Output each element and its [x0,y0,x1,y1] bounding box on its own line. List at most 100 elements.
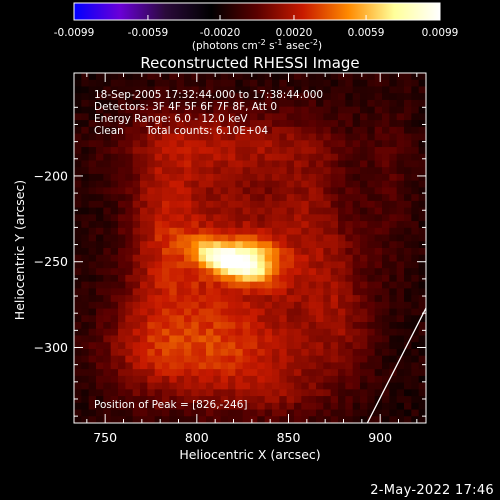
heatmap-cell [235,147,244,155]
heatmap-cell [374,106,383,114]
heatmap-cell [103,328,112,336]
heatmap-cell [96,241,104,249]
heatmap-cell [184,389,192,397]
heatmap-cell [396,416,405,423]
heatmap-cell [162,342,170,350]
heatmap-cell [294,180,302,188]
heatmap-cell [279,409,288,417]
heatmap-cell [272,126,280,134]
heatmap-cell [81,133,90,141]
heatmap-cell [198,288,207,296]
heatmap-cell [110,113,119,121]
heatmap-cell [367,268,376,276]
heatmap-cell [147,288,156,296]
heatmap-cell [206,315,214,323]
heatmap-cell [176,342,185,350]
heatmap-cell [140,241,148,249]
heatmap-cell [352,362,361,370]
heatmap-cell [294,221,302,229]
heatmap-cell [404,187,412,195]
heatmap-cell [235,301,244,309]
heatmap-cell [140,227,148,235]
heatmap-cell [162,402,170,410]
heatmap-cell [220,180,229,188]
heatmap-cell [404,167,412,175]
heatmap-cell [176,173,185,182]
heatmap-cell [301,93,310,101]
heatmap-cell [110,140,119,148]
heatmap-cell [176,234,185,242]
heatmap-cell [74,396,82,404]
heatmap-cell [132,288,141,296]
heatmap-cell [308,73,317,81]
heatmap-cell [382,200,390,209]
heatmap-cell [272,254,280,262]
heatmap-cell [206,308,214,316]
heatmap-cell [323,362,332,370]
heatmap-cell [286,322,295,330]
heatmap-cell [162,416,170,423]
heatmap-cell [360,281,368,289]
heatmap-cell [132,120,141,128]
heatmap-cell [228,200,236,209]
heatmap-cell [118,126,126,134]
heatmap-cell [242,140,251,148]
heatmap-cell [411,86,420,94]
heatmap-cell [220,214,229,222]
heatmap-cell [81,355,90,363]
heatmap-cell [220,99,229,108]
heatmap-cell [184,348,192,357]
heatmap-cell [206,180,214,188]
heatmap-cell [316,106,324,114]
heatmap-cell [110,221,119,229]
heatmap-cell [235,402,244,410]
heatmap-cell [74,261,82,269]
heatmap-cell [213,308,222,316]
heatmap-cell [220,402,229,410]
heatmap-cell [330,348,339,357]
heatmap-cell [345,126,354,134]
heatmap-cell [257,93,266,101]
heatmap-cell [345,79,354,87]
heatmap-cell [110,274,119,283]
heatmap-cell [169,140,178,148]
heatmap-cell [345,254,354,262]
heatmap-cell [96,308,104,316]
heatmap-cell [206,274,214,283]
heatmap-cell [118,409,126,417]
heatmap-cell [264,348,273,357]
heatmap-cell [242,315,251,323]
heatmap-cell [316,328,324,336]
heatmap-cell [345,227,354,235]
heatmap-cell [147,221,156,229]
heatmap-cell [360,167,368,175]
heatmap-cell [389,234,398,242]
heatmap-cell [286,173,295,182]
heatmap-cell [176,207,185,215]
heatmap-cell [316,362,324,370]
heatmap-cell [352,173,361,182]
heatmap-cell [103,173,112,182]
heatmap-cell [162,295,170,303]
heatmap-cell [338,227,346,235]
heatmap-cell [154,113,163,121]
heatmap-cell [382,113,390,121]
heatmap-cell [213,389,222,397]
heatmap-cell [316,234,324,242]
heatmap-cell [316,207,324,215]
heatmap-cell [191,409,200,417]
heatmap-cell [389,79,398,87]
heatmap-cell [206,389,214,397]
heatmap-cell [418,133,426,141]
plot-area [74,73,426,423]
heatmap-cell [184,99,192,108]
heatmap-cell [103,369,112,377]
heatmap-cell [154,295,163,303]
heatmap-cell [74,416,82,423]
heatmap-cell [250,160,258,168]
heatmap-cell [154,133,163,141]
heatmap-cell [96,301,104,309]
heatmap-cell [352,180,361,188]
heatmap-cell [279,288,288,296]
heatmap-cell [220,79,229,87]
